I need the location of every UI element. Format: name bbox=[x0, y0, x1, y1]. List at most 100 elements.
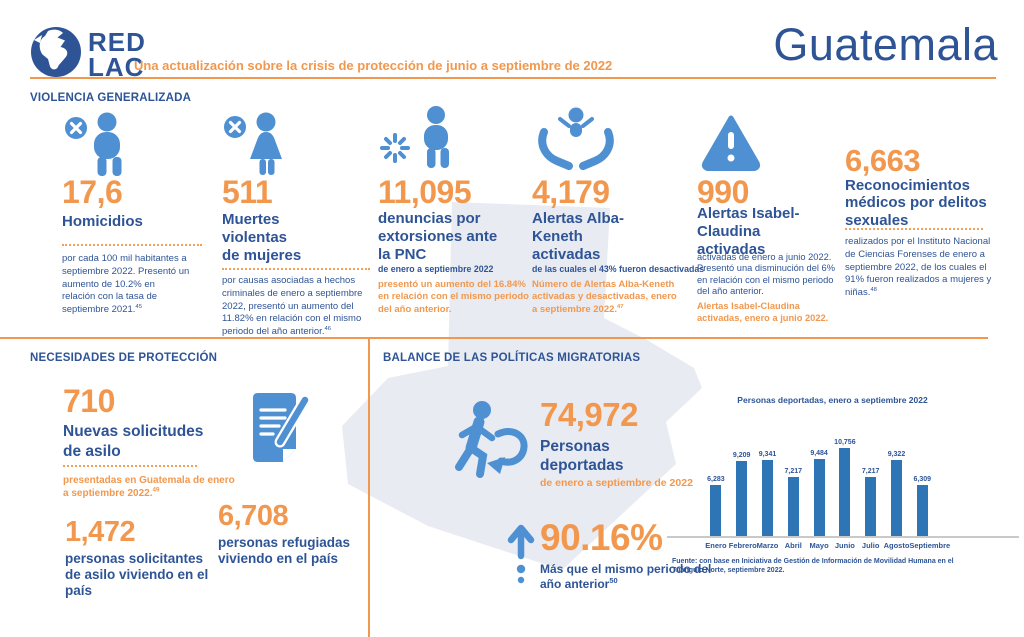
stat-label-alba-keneth: Alertas Alba-Keneth activadas bbox=[532, 210, 624, 263]
person-impact-icon bbox=[380, 106, 449, 168]
redlac-logo-text: RED LAC bbox=[88, 27, 146, 82]
dotted-divider bbox=[222, 268, 370, 270]
stat-label-deportadas: Personas deportadas bbox=[540, 438, 624, 475]
dotted-divider bbox=[63, 465, 197, 467]
stat-value-solicitudes: 710 bbox=[63, 383, 115, 419]
bar-value-label: 7,217 bbox=[784, 468, 803, 475]
bar-value-label: 6,283 bbox=[707, 476, 725, 483]
bar-month-label: Septiembre bbox=[909, 541, 951, 550]
footnote-48: 48 bbox=[870, 287, 877, 294]
stat-label-isabel-claudina: Alertas Isabel-Claudina activadas bbox=[697, 205, 800, 258]
bar bbox=[916, 485, 928, 537]
stat-value-denuncias: 11,095 bbox=[378, 174, 472, 210]
stat-value-increase: 90.16% bbox=[540, 517, 663, 558]
stat-highlight-solicitudes: presentadas en Guatemala de enero a sept… bbox=[63, 475, 235, 499]
footnote-46: 46 bbox=[324, 326, 332, 333]
stat-value-solicitantes: 1,472 bbox=[65, 516, 136, 548]
footnote-49: 49 bbox=[152, 486, 160, 494]
stat-highlight-denuncias: presentó un aumento del 16.84% en relaci… bbox=[378, 279, 529, 315]
bar-chart-months: Enero Febrero Marzo Abril Mayo Junio Julio Agos… bbox=[703, 541, 951, 550]
stat-value-isabel-claudina: 990 bbox=[697, 174, 749, 210]
warning-triangle-icon bbox=[701, 115, 761, 171]
bar-value-label: 10,756 bbox=[834, 439, 856, 446]
bar-month-label: Abril bbox=[784, 541, 802, 550]
stat-value-homicidios: 17,6 bbox=[62, 174, 123, 210]
bar-month-label: Febrero bbox=[728, 541, 757, 550]
woman-x-icon bbox=[222, 112, 282, 175]
bar-column: 9,209 bbox=[729, 437, 755, 537]
stat-highlight-isabel-claudina: Alertas Isabel-Claudina activadas, enero… bbox=[697, 301, 829, 324]
bar-value-label: 9,484 bbox=[810, 450, 828, 457]
stat-sublabel-denuncias: de enero a septiembre 2022 bbox=[378, 264, 494, 274]
stat-body-isabel-claudina: activadas de enero a junio 2022. Present… bbox=[697, 252, 835, 296]
bar bbox=[890, 460, 902, 537]
arrow-up-icon bbox=[507, 524, 535, 584]
bar bbox=[787, 477, 799, 537]
bar-month-label: Agosto bbox=[883, 541, 910, 550]
bar-column: 9,341 bbox=[755, 437, 781, 537]
bar bbox=[761, 460, 773, 537]
bar-column: 10,756 bbox=[832, 437, 858, 537]
country-title: Guatemala bbox=[773, 19, 998, 70]
footnote-45: 45 bbox=[135, 304, 142, 311]
chart-title: Personas deportadas, enero a septiembre … bbox=[737, 395, 928, 405]
page-subtitle: Una actualización sobre la crisis de pro… bbox=[134, 58, 613, 73]
stat-value-reconocimientos: 6,663 bbox=[845, 143, 921, 178]
stat-sublabel-alba-keneth: de las cuales el 43% fueron desactivadas bbox=[532, 264, 705, 274]
header-divider bbox=[30, 77, 996, 79]
bar-column: 6,309 bbox=[909, 437, 935, 537]
stat-value-alba-keneth: 4,179 bbox=[532, 174, 610, 210]
logo-line-red: RED bbox=[88, 27, 146, 57]
bar-column: 7,217 bbox=[780, 437, 806, 537]
stat-label-solicitantes: personas solicitantes de asilo viviendo … bbox=[65, 551, 209, 598]
bar bbox=[839, 448, 851, 537]
bar-value-label: 9,341 bbox=[758, 451, 777, 458]
stat-body-reconocimientos: realizados por el Instituto Nacional de … bbox=[845, 236, 992, 299]
bar bbox=[865, 477, 877, 537]
bar-value-label: 7,217 bbox=[861, 468, 880, 475]
stat-highlight-alba-keneth: Número de Alertas Alba-Keneth activadas … bbox=[532, 279, 677, 315]
document-pen-icon bbox=[253, 393, 311, 462]
stat-label-muertes: Muertes violentas de mujeres bbox=[222, 211, 302, 264]
logo-line-lac: LAC bbox=[88, 51, 145, 82]
hands-child-icon bbox=[538, 107, 614, 170]
deportation-return-icon bbox=[455, 401, 528, 478]
stat-value-muertes: 511 bbox=[222, 174, 273, 210]
dotted-divider bbox=[62, 244, 202, 246]
bar-chart-bars: 6,283 9,209 9,341 7,217 9,484 10,756 7,217 9,32… bbox=[703, 437, 935, 537]
bar-month-label: Mayo bbox=[809, 541, 829, 550]
stat-body-homicidios: por cada 100 mil habitantes a septiembre… bbox=[62, 253, 190, 316]
bar bbox=[710, 485, 722, 537]
section-divider-vertical bbox=[368, 337, 370, 637]
section-title-necesidades: NECESIDADES DE PROTECCIÓN bbox=[30, 352, 218, 364]
bar-column: 6,283 bbox=[703, 437, 729, 537]
guatemala-map-silhouette bbox=[342, 202, 702, 570]
stat-value-deportadas: 74,972 bbox=[540, 396, 638, 433]
stat-label-solicitudes: Nuevas solicitudes de asilo bbox=[63, 423, 204, 461]
stat-period-deportadas: de enero a septiembre de 2022 bbox=[540, 477, 693, 489]
stat-label-homicidios: Homicidios bbox=[62, 213, 143, 230]
bar-column: 9,484 bbox=[806, 437, 832, 537]
stat-label-reconocimientos: Reconocimientos médicos por delitos sexu… bbox=[845, 177, 987, 229]
bar-value-label: 9,322 bbox=[887, 451, 906, 458]
bar-month-label: Julio bbox=[861, 541, 880, 550]
section-divider-horizontal bbox=[0, 337, 988, 339]
bar-column: 7,217 bbox=[858, 437, 884, 537]
footnote-47: 47 bbox=[617, 303, 624, 310]
bar-month-label: Junio bbox=[834, 541, 855, 550]
bar-month-label: Marzo bbox=[756, 541, 779, 550]
bar-value-label: 9,209 bbox=[732, 452, 751, 459]
stat-body-muertes: por causas asociadas a hechos criminales… bbox=[222, 275, 363, 338]
bar bbox=[736, 461, 748, 537]
bar bbox=[813, 459, 825, 537]
chart-axis-line bbox=[667, 536, 1019, 538]
section-title-balance: BALANCE DE LAS POLÍTICAS MIGRATORIAS bbox=[383, 352, 641, 364]
person-x-icon bbox=[63, 112, 122, 176]
redlac-globe-icon bbox=[31, 27, 81, 77]
footnote-50: 50 bbox=[609, 576, 618, 585]
stat-value-refugiadas: 6,708 bbox=[218, 500, 289, 532]
bar-value-label: 6,309 bbox=[913, 476, 932, 483]
section-title-violencia: VIOLENCIA GENERALIZADA bbox=[30, 92, 192, 104]
bar-column: 9,322 bbox=[884, 437, 910, 537]
chart-source: Fuente: con base en Iniciativa de Gestió… bbox=[672, 558, 954, 575]
